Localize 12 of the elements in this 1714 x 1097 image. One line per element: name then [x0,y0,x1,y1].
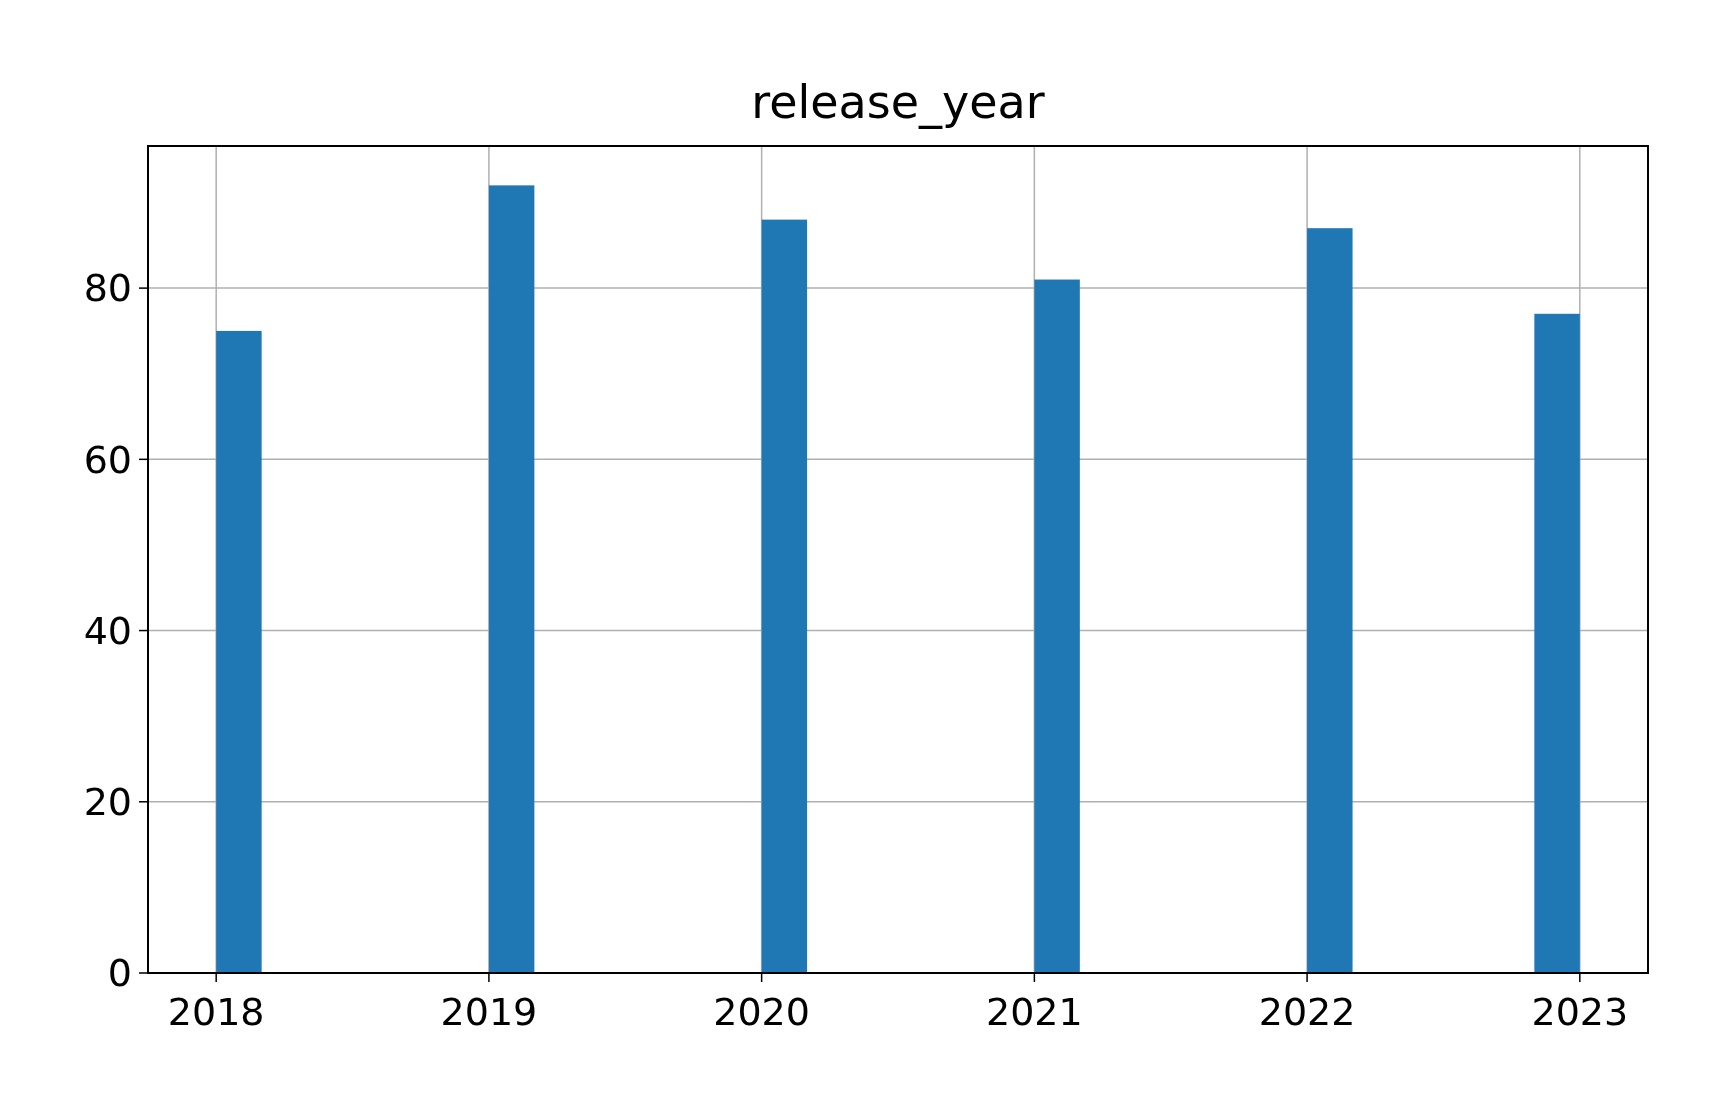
x-tick-label: 2020 [713,990,810,1034]
y-tick-label: 20 [83,780,132,825]
chart-title: release_year [751,75,1045,129]
y-tick-label: 80 [83,266,132,311]
x-tick-label: 2023 [1531,990,1629,1034]
x-tick-label: 2018 [167,990,265,1034]
x-tick-label: 2021 [986,990,1083,1034]
y-tick-label: 40 [83,608,132,653]
y-tick-label: 0 [107,951,132,996]
y-tick-label: 60 [83,437,132,482]
x-tick-label: 2022 [1258,990,1356,1034]
x-tick-label: 2019 [440,990,538,1034]
